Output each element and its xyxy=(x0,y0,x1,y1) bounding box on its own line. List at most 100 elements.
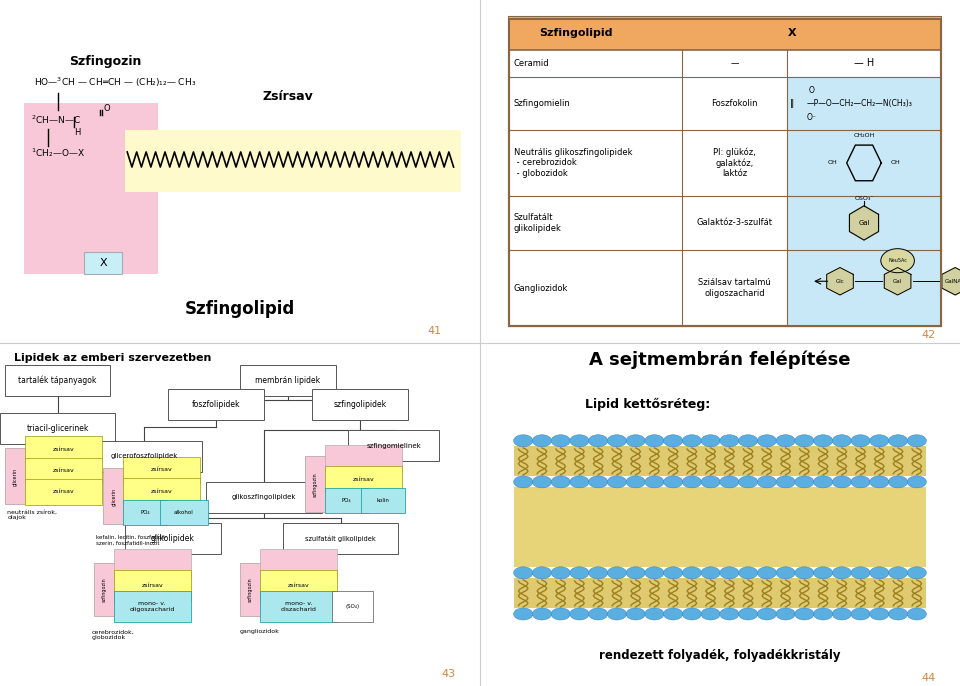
Ellipse shape xyxy=(795,608,814,620)
FancyBboxPatch shape xyxy=(509,17,941,50)
Ellipse shape xyxy=(683,608,702,620)
Text: Gangliozidok: Gangliozidok xyxy=(514,283,568,293)
Text: (SO₄): (SO₄) xyxy=(346,604,360,609)
Ellipse shape xyxy=(907,608,926,620)
Ellipse shape xyxy=(626,567,645,579)
Ellipse shape xyxy=(701,608,720,620)
FancyBboxPatch shape xyxy=(348,431,440,462)
Ellipse shape xyxy=(683,476,702,488)
Text: foszfolipidek: foszfolipidek xyxy=(192,400,240,410)
Ellipse shape xyxy=(870,476,889,488)
Text: O: O xyxy=(808,86,814,95)
Text: Glc: Glc xyxy=(835,279,845,284)
FancyBboxPatch shape xyxy=(113,591,190,622)
FancyBboxPatch shape xyxy=(25,436,102,462)
Ellipse shape xyxy=(757,476,777,488)
Text: Szfingolipid: Szfingolipid xyxy=(540,28,612,38)
Text: tartalék tápanyagok: tartalék tápanyagok xyxy=(18,376,97,386)
Ellipse shape xyxy=(813,476,832,488)
Text: zsírsav: zsírsav xyxy=(53,489,74,495)
Ellipse shape xyxy=(813,435,832,447)
Text: szfingozin: szfingozin xyxy=(248,578,253,602)
Ellipse shape xyxy=(514,567,533,579)
Circle shape xyxy=(881,248,915,272)
Ellipse shape xyxy=(813,608,832,620)
Ellipse shape xyxy=(720,567,739,579)
FancyBboxPatch shape xyxy=(787,77,941,130)
Ellipse shape xyxy=(888,476,907,488)
FancyBboxPatch shape xyxy=(123,478,201,504)
Text: kefalin, lecitin, foszfatidil-
szerin, foszfatidil-inozit: kefalin, lecitin, foszfatidil- szerin, f… xyxy=(96,535,167,546)
Text: O: O xyxy=(104,104,109,113)
Text: glikolipidek: glikolipidek xyxy=(151,534,195,543)
Text: A sejtmembrán felépítése: A sejtmembrán felépítése xyxy=(589,351,851,369)
Ellipse shape xyxy=(626,476,645,488)
Ellipse shape xyxy=(533,608,552,620)
Text: Zsírsav: Zsírsav xyxy=(263,90,313,102)
Ellipse shape xyxy=(626,435,645,447)
FancyBboxPatch shape xyxy=(260,591,337,622)
Ellipse shape xyxy=(776,608,795,620)
FancyBboxPatch shape xyxy=(283,523,398,554)
Text: zsírsav: zsírsav xyxy=(141,583,163,588)
Text: $^2$CH—N—C: $^2$CH—N—C xyxy=(31,114,82,126)
Text: — H: — H xyxy=(853,58,875,69)
Ellipse shape xyxy=(832,608,852,620)
Text: 43: 43 xyxy=(442,669,456,679)
FancyBboxPatch shape xyxy=(94,563,115,616)
Text: szfingomielinek: szfingomielinek xyxy=(366,443,421,449)
Text: —P—O—CH₂—CH₂—N(CH₃)₃: —P—O—CH₂—CH₂—N(CH₃)₃ xyxy=(806,99,912,108)
Text: glikoszfingolipidek: glikoszfingolipidek xyxy=(231,495,297,500)
FancyBboxPatch shape xyxy=(260,570,337,601)
Ellipse shape xyxy=(832,435,852,447)
Ellipse shape xyxy=(588,435,608,447)
Ellipse shape xyxy=(570,435,589,447)
Ellipse shape xyxy=(907,567,926,579)
FancyBboxPatch shape xyxy=(305,456,326,512)
FancyBboxPatch shape xyxy=(86,441,202,472)
Ellipse shape xyxy=(757,435,777,447)
Text: cerebrozidok,
globozidok: cerebrozidok, globozidok xyxy=(91,630,134,640)
Text: zsírsav: zsírsav xyxy=(53,468,74,473)
Text: X: X xyxy=(788,28,796,38)
Ellipse shape xyxy=(588,608,608,620)
Text: Foszfokolin: Foszfokolin xyxy=(711,99,757,108)
FancyBboxPatch shape xyxy=(787,250,941,326)
Ellipse shape xyxy=(533,435,552,447)
Ellipse shape xyxy=(813,567,832,579)
Text: glicerofoszfolipidek: glicerofoszfolipidek xyxy=(110,453,178,459)
FancyBboxPatch shape xyxy=(123,499,167,525)
Text: zsírsav: zsírsav xyxy=(352,477,374,482)
Ellipse shape xyxy=(888,435,907,447)
Ellipse shape xyxy=(701,567,720,579)
FancyBboxPatch shape xyxy=(5,448,26,504)
Ellipse shape xyxy=(645,435,664,447)
Text: Neutrális glikoszfingolipidek
 - cerebrozidok
 - globozidok: Neutrális glikoszfingolipidek - cerebroz… xyxy=(514,148,632,178)
Text: Lipid kettősréteg:: Lipid kettősréteg: xyxy=(586,398,710,412)
Text: OH: OH xyxy=(891,161,900,165)
FancyBboxPatch shape xyxy=(514,578,926,608)
Ellipse shape xyxy=(588,567,608,579)
FancyBboxPatch shape xyxy=(514,487,926,567)
FancyBboxPatch shape xyxy=(787,196,941,250)
Text: szfingolipidek: szfingolipidek xyxy=(333,400,387,410)
Ellipse shape xyxy=(738,476,757,488)
FancyBboxPatch shape xyxy=(324,466,402,492)
Ellipse shape xyxy=(683,567,702,579)
Text: zsírsav: zsírsav xyxy=(151,488,173,494)
FancyBboxPatch shape xyxy=(787,130,941,196)
FancyBboxPatch shape xyxy=(324,445,402,471)
Text: szfingozin: szfingozin xyxy=(102,578,107,602)
Text: —: — xyxy=(731,59,738,68)
Text: 44: 44 xyxy=(922,672,936,683)
Ellipse shape xyxy=(701,476,720,488)
Ellipse shape xyxy=(888,567,907,579)
FancyBboxPatch shape xyxy=(206,482,322,513)
Ellipse shape xyxy=(551,608,570,620)
Ellipse shape xyxy=(851,567,870,579)
Text: szulfatált glikolipidek: szulfatált glikolipidek xyxy=(305,535,376,542)
Text: zsírsav: zsírsav xyxy=(151,467,173,473)
Ellipse shape xyxy=(701,435,720,447)
Ellipse shape xyxy=(757,608,777,620)
Ellipse shape xyxy=(645,567,664,579)
